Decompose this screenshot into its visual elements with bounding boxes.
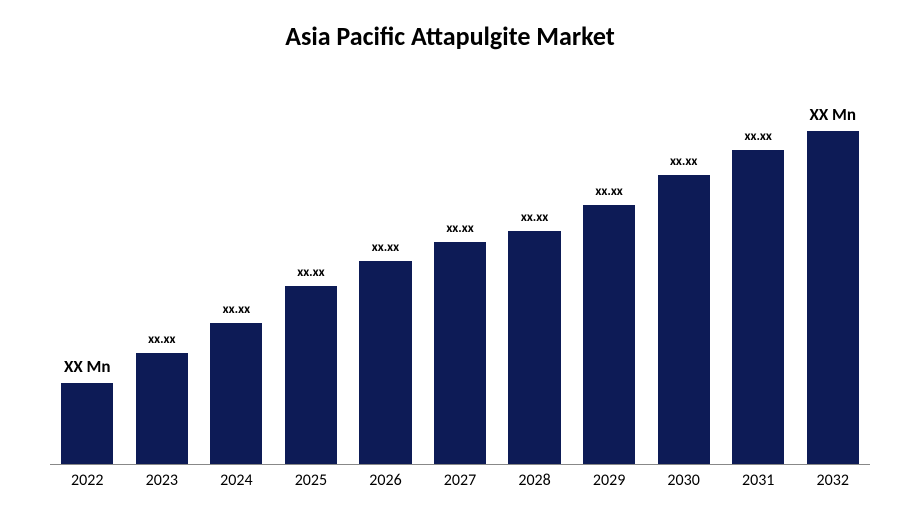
x-tick-label: 2024 [199, 471, 274, 495]
bar-slot: xx.xx [199, 95, 274, 464]
bar-data-label: XX Mn [788, 104, 877, 125]
bar [434, 242, 486, 464]
bar-slot: xx.xx [497, 95, 572, 464]
bar [136, 353, 188, 464]
bar-data-label: xx.xx [192, 302, 281, 317]
bar [807, 131, 859, 464]
bar [61, 383, 113, 464]
bar [658, 175, 710, 464]
x-tick-label: 2028 [497, 471, 572, 495]
bars-container: XX Mnxx.xxxx.xxxx.xxxx.xxxx.xxxx.xxxx.xx… [50, 95, 870, 465]
bar [583, 205, 635, 464]
x-tick-label: 2031 [721, 471, 796, 495]
bar [285, 286, 337, 464]
x-tick-label: 2032 [795, 471, 870, 495]
x-tick-label: 2025 [274, 471, 349, 495]
bar-slot: xx.xx [646, 95, 721, 464]
bar-slot: xx.xx [348, 95, 423, 464]
chart-title: Asia Pacific Attapulgite Market [0, 0, 900, 52]
bar-data-label: xx.xx [117, 332, 206, 347]
bar [210, 323, 262, 464]
bar-slot: XX Mn [795, 95, 870, 464]
bar-data-label: xx.xx [266, 265, 355, 280]
bar-slot: xx.xx [274, 95, 349, 464]
bar-data-label: xx.xx [713, 129, 802, 144]
bar-slot: XX Mn [50, 95, 125, 464]
chart-plot-area: XX Mnxx.xxxx.xxxx.xxxx.xxxx.xxxx.xxxx.xx… [50, 95, 870, 465]
x-tick-label: 2023 [125, 471, 200, 495]
bar-slot: xx.xx [572, 95, 647, 464]
bar [732, 150, 784, 465]
bar-slot: xx.xx [125, 95, 200, 464]
bar-data-label: xx.xx [564, 184, 653, 199]
bar [359, 261, 411, 465]
bar-data-label: xx.xx [490, 210, 579, 225]
x-tick-label: 2027 [423, 471, 498, 495]
x-tick-label: 2026 [348, 471, 423, 495]
bar-slot: xx.xx [423, 95, 498, 464]
bar [508, 231, 560, 464]
bar-data-label: xx.xx [639, 154, 728, 169]
x-tick-label: 2030 [646, 471, 721, 495]
x-tick-label: 2029 [572, 471, 647, 495]
x-tick-label: 2022 [50, 471, 125, 495]
bar-data-label: xx.xx [341, 240, 430, 255]
x-axis: 2022202320242025202620272028202920302031… [50, 471, 870, 495]
bar-data-label: XX Mn [43, 356, 132, 377]
bar-slot: xx.xx [721, 95, 796, 464]
